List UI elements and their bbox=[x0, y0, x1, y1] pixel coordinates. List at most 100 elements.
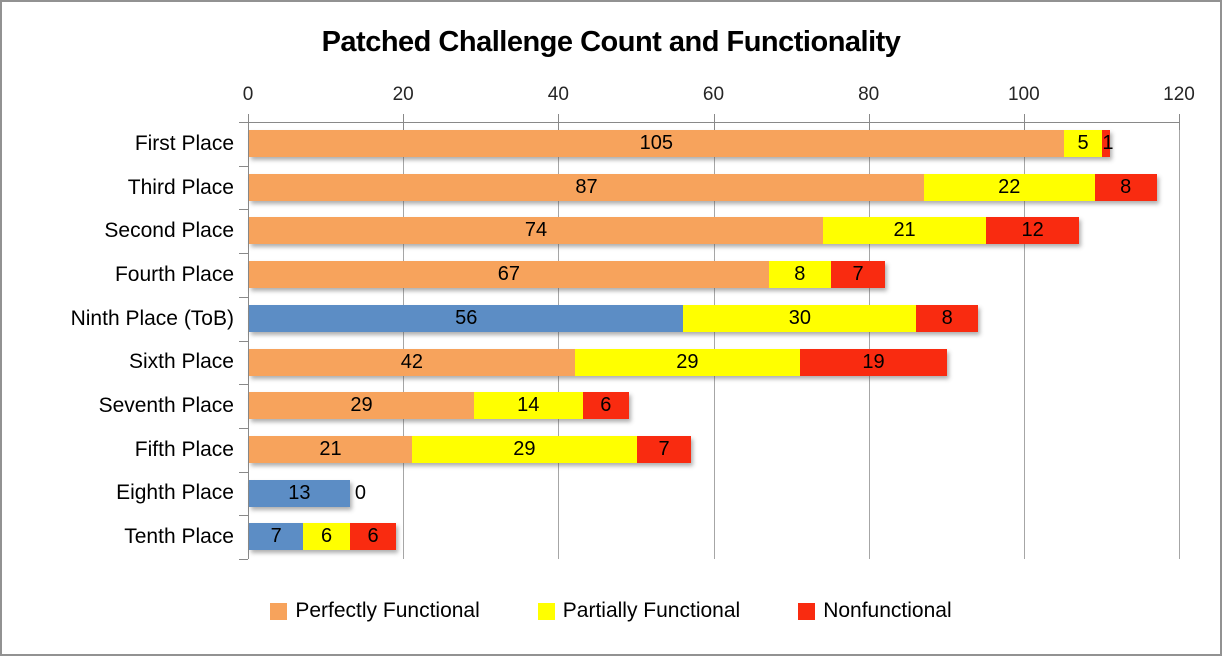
bar-row: 67 8 7 bbox=[249, 261, 886, 289]
bar-value-label: 67 bbox=[497, 263, 521, 286]
x-axis-line bbox=[248, 122, 1179, 123]
bar-value-label: 74 bbox=[524, 219, 548, 242]
bar-value-label: 21 bbox=[319, 437, 342, 460]
legend-label: Perfectly Functional bbox=[295, 599, 480, 622]
legend-item: Partially Functional bbox=[537, 599, 741, 623]
bar-value-label: 7 bbox=[852, 263, 864, 286]
bar-row: 13 0 bbox=[249, 479, 366, 507]
bar-segment bbox=[636, 435, 692, 463]
bar-value-label: 29 bbox=[513, 437, 536, 460]
x-axis-tick bbox=[1179, 114, 1180, 130]
x-tick-label: 80 bbox=[858, 84, 880, 105]
bar-segment bbox=[799, 348, 948, 376]
bar-value-label: 8 bbox=[794, 263, 806, 286]
bar-value-label: 7 bbox=[270, 525, 282, 548]
y-axis-tick bbox=[239, 472, 248, 473]
bar-segment bbox=[923, 173, 1095, 201]
bar-segment bbox=[574, 348, 800, 376]
bar-row: 105 5 1 bbox=[249, 130, 1114, 157]
legend-swatch bbox=[270, 602, 288, 620]
bar-value-label: 13 bbox=[288, 481, 311, 504]
bar-segment bbox=[582, 392, 630, 420]
bar-value-label: 0 bbox=[354, 481, 366, 504]
bar-value-label: 14 bbox=[517, 394, 540, 417]
bar-value-label: 12 bbox=[1021, 219, 1044, 242]
bar-segment bbox=[249, 130, 1064, 157]
category-label: Seventh Place bbox=[98, 394, 234, 418]
x-tick-label: 60 bbox=[702, 84, 725, 105]
category-label: Fourth Place bbox=[114, 262, 234, 286]
y-axis-tick bbox=[239, 297, 248, 298]
gridline bbox=[868, 122, 870, 559]
bar-value-label: 8 bbox=[1120, 175, 1132, 198]
bar-row: 56 30 8 bbox=[249, 304, 979, 332]
bar-segment bbox=[830, 261, 886, 289]
legend-swatch bbox=[798, 602, 816, 620]
x-tick-label: 120 bbox=[1163, 84, 1195, 105]
bar-segment bbox=[249, 348, 575, 376]
bar-value-label: 7 bbox=[658, 437, 670, 460]
gridline bbox=[1023, 122, 1025, 559]
bar-segment bbox=[349, 523, 397, 551]
bar-value-label: 1 bbox=[1102, 132, 1114, 154]
x-tick-label: 20 bbox=[392, 84, 414, 105]
bar-value-label: 6 bbox=[367, 525, 379, 548]
legend: Perfectly Functional Partially Functional… bbox=[2, 599, 1220, 623]
bar-row: 21 29 7 bbox=[249, 435, 692, 463]
bar-segment bbox=[249, 304, 684, 332]
gridline bbox=[1179, 122, 1180, 559]
x-tick-label: 40 bbox=[547, 84, 569, 105]
bar-segment bbox=[1063, 130, 1103, 157]
bar-segment bbox=[249, 173, 924, 201]
bar-segment bbox=[249, 261, 769, 289]
bar-segment bbox=[411, 435, 637, 463]
bar-value-label: 22 bbox=[998, 175, 1021, 198]
bar-segment bbox=[683, 304, 917, 332]
legend-label: Nonfunctional bbox=[823, 599, 952, 622]
bar-segment bbox=[249, 217, 824, 245]
y-axis-tick bbox=[239, 209, 248, 210]
category-label: Tenth Place bbox=[124, 525, 234, 549]
legend-item: Perfectly Functional bbox=[270, 599, 480, 623]
gridline bbox=[713, 122, 715, 559]
chart-title: Patched Challenge Count and Functionalit… bbox=[321, 26, 901, 58]
y-axis-tick bbox=[239, 122, 248, 123]
bar-segment bbox=[986, 217, 1080, 245]
bar-row: 74 21 12 bbox=[249, 217, 1080, 245]
category-label: Fifth Place bbox=[134, 437, 234, 461]
bar-segment bbox=[249, 523, 304, 551]
bar-value-label: 6 bbox=[321, 525, 333, 548]
y-axis-tick bbox=[239, 559, 248, 560]
legend-label: Partially Functional bbox=[562, 599, 741, 622]
bar-segment bbox=[916, 304, 979, 332]
bar-segment bbox=[249, 479, 350, 507]
bar-value-label: 56 bbox=[455, 306, 478, 329]
bar-row: 87 22 8 bbox=[249, 173, 1157, 201]
bar-segment bbox=[249, 392, 474, 420]
category-label: Second Place bbox=[104, 219, 234, 243]
bar-value-label: 29 bbox=[350, 394, 373, 417]
bar-value-label: 6 bbox=[600, 394, 612, 417]
bar-segment bbox=[473, 392, 583, 420]
legend-swatch bbox=[537, 602, 555, 620]
gridline bbox=[558, 122, 560, 559]
gridline bbox=[403, 122, 405, 559]
bar-segment bbox=[768, 261, 831, 289]
bar-row: 42 29 19 bbox=[249, 348, 948, 376]
bar-segment bbox=[1094, 173, 1157, 201]
category-label: First Place bbox=[134, 131, 234, 155]
bar-value-label: 87 bbox=[575, 175, 598, 198]
category-label: Ninth Place (ToB) bbox=[70, 306, 234, 330]
y-axis-tick bbox=[239, 341, 248, 342]
bar-value-label: 30 bbox=[788, 306, 811, 329]
y-axis-tick bbox=[239, 384, 248, 385]
x-tick-label: 0 bbox=[242, 84, 254, 105]
bar-row: 29 14 6 bbox=[249, 392, 630, 420]
bar-value-label: 8 bbox=[941, 306, 953, 329]
y-axis-tick bbox=[239, 253, 248, 254]
bar-value-label: 105 bbox=[639, 132, 673, 154]
bar-segment bbox=[1102, 130, 1111, 157]
y-axis-line bbox=[248, 122, 249, 559]
